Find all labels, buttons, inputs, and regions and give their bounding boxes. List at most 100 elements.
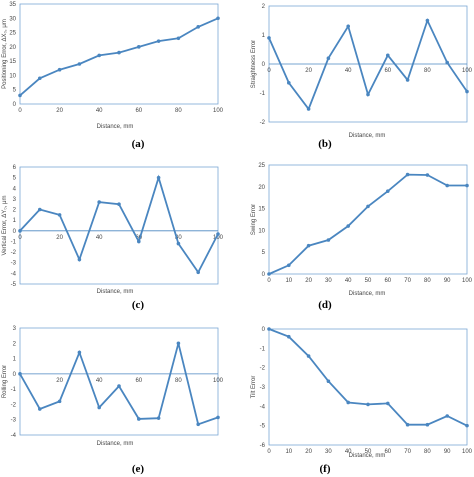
y-tick-label: -3 (11, 418, 17, 424)
y-tick-label: 1 (13, 357, 17, 363)
x-tick-label: 20 (56, 108, 63, 114)
y-tick-label: -4 (11, 433, 17, 439)
x-tick-label: 20 (56, 378, 63, 384)
plot-frame (19, 327, 219, 436)
x-tick-label: 40 (96, 108, 103, 114)
x-axis-label: Distance, mm (349, 133, 386, 139)
y-tick-label: 5 (13, 88, 17, 94)
data-point (216, 415, 220, 420)
series-line (268, 173, 467, 275)
y-tick-label: -4 (260, 404, 266, 410)
data-point (196, 25, 200, 29)
x-tick-label: 80 (424, 278, 431, 284)
chart-panel-1: 0 5 10 15 20 25 30 35 0 20 40 60 80 100 Distance, mm Po… (2, 2, 224, 150)
x-tick-label: 90 (444, 449, 451, 455)
x-tick-label: 70 (404, 449, 411, 455)
x-tick-label: 20 (56, 235, 63, 241)
data-point (386, 53, 390, 58)
chart-panel-5: 3 2 1 0 -1 -2 -3 -4 20 40 60 80 100 Distance, mm Rolli… (2, 326, 224, 475)
data-point (97, 200, 101, 204)
data-point (405, 172, 410, 177)
x-tick-label: 80 (175, 235, 182, 241)
data-point (326, 56, 331, 60)
x-tick-label: 100 (213, 235, 224, 241)
data-point (97, 53, 101, 58)
x-tick-label: 80 (424, 449, 431, 455)
data-point (196, 422, 200, 427)
data-point (57, 399, 62, 404)
data-point (267, 272, 271, 276)
y-tick-label: -5 (260, 424, 266, 430)
data-point (97, 405, 101, 410)
x-tick-label: 40 (96, 378, 103, 384)
y-tick-label: 1 (13, 218, 17, 224)
x-tick-label: 20 (305, 449, 312, 455)
y-tick-label: -2 (260, 366, 266, 372)
data-point (445, 183, 450, 188)
y-tick-label: 0 (13, 229, 17, 235)
data-point (156, 39, 161, 43)
y-tick-label: -1 (260, 346, 266, 352)
data-point (267, 327, 271, 331)
x-tick-label: 80 (175, 378, 182, 384)
series-line (19, 17, 219, 97)
data-point (156, 175, 161, 180)
y-tick-label: 4 (13, 186, 17, 192)
data-point (77, 257, 82, 262)
data-point (176, 36, 181, 41)
panel-label: (e) (132, 463, 145, 475)
x-tick-label: 0 (267, 449, 271, 455)
y-tick-label: 0 (262, 62, 266, 68)
y-tick-label: 35 (9, 2, 16, 8)
x-tick-label: 90 (444, 278, 451, 284)
series-line (19, 343, 219, 426)
y-tick-label: 5 (13, 176, 17, 182)
data-point (267, 36, 271, 40)
x-tick-label: 20 (305, 278, 312, 284)
y-tick-label: 15 (9, 59, 16, 65)
x-tick-label: 30 (325, 278, 332, 284)
y-tick-label: 0 (262, 272, 266, 278)
y-tick-label: 30 (9, 16, 16, 22)
data-point (117, 384, 121, 388)
data-point (137, 45, 141, 49)
x-tick-label: 40 (345, 68, 352, 74)
data-point (38, 407, 42, 411)
x-axis-label: Distance, mm (97, 441, 134, 447)
plot-frame (268, 164, 468, 275)
y-tick-label: 20 (9, 45, 16, 51)
x-tick-label: 60 (384, 68, 391, 74)
y-tick-label: 2 (262, 4, 266, 10)
x-tick-label: 100 (213, 108, 224, 114)
panel-label: (f) (320, 463, 331, 475)
data-point (366, 92, 370, 97)
data-point (18, 372, 22, 376)
panel-label: (a) (132, 138, 145, 150)
series-line (268, 328, 468, 427)
y-tick-label: -4 (11, 271, 17, 277)
data-point (216, 16, 220, 21)
data-point (405, 78, 410, 82)
y-tick-label: 10 (258, 228, 265, 234)
y-tick-label: 0 (13, 102, 17, 108)
y-tick-label: 10 (9, 73, 16, 79)
y-tick-label: 3 (13, 326, 17, 332)
x-tick-label: 50 (365, 449, 372, 455)
x-tick-label: 100 (213, 378, 224, 384)
y-tick-label: 0 (262, 327, 266, 333)
data-point (287, 81, 291, 85)
y-tick-label: -2 (260, 120, 266, 126)
data-point (306, 354, 311, 358)
x-tick-label: 70 (404, 278, 411, 284)
y-tick-label: -5 (11, 282, 17, 288)
x-tick-label: 60 (135, 378, 142, 384)
y-axis-label: Tilt Error (251, 376, 257, 399)
y-tick-label: -1 (260, 91, 266, 97)
data-point (445, 414, 450, 418)
y-tick-label: 15 (258, 207, 265, 213)
data-point (346, 224, 351, 228)
x-tick-label: 40 (345, 278, 352, 284)
plot-frame (19, 3, 219, 105)
data-point (117, 50, 121, 55)
